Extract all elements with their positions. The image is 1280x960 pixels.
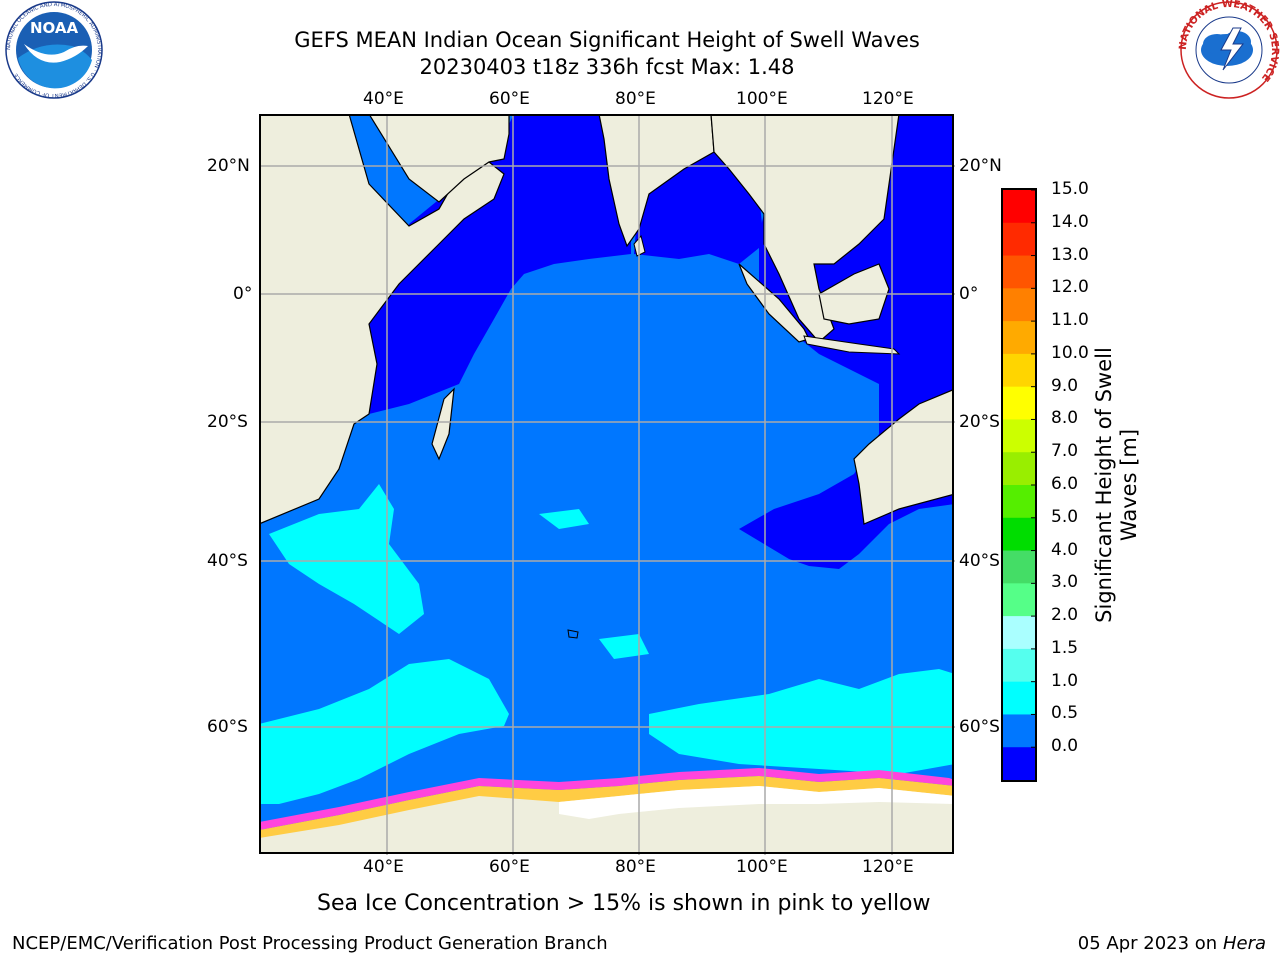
lon-label-top-120e: 120°E [862,89,914,109]
sea-ice-yellow-band [260,776,953,838]
lat-label-right-20s: 20°S [959,412,1000,432]
lon-label-top-100e: 100°E [736,89,788,109]
map-panel [259,114,955,855]
map-frame [259,114,954,854]
nws-logo: NATIONAL WEATHER SERVICE [1178,0,1280,99]
colorbar-tick-label: 1.0 [1051,670,1079,691]
lon-label-bottom-80e: 80°E [615,857,656,877]
chart-title-line1: GEFS MEAN Indian Ocean Significant Heigh… [294,28,920,52]
swell-0-0.5-arabian-sea [354,115,639,424]
colorbar-band [1003,190,1035,224]
colorbar-band [1003,714,1035,748]
madagascar-land [431,387,455,461]
colorbar-tick-label: 5.0 [1051,506,1079,527]
colorbar-tick-label: 0.0 [1051,736,1079,757]
lon-label-bottom-100e: 100°E [736,857,788,877]
footer-machine: Hera [1222,933,1266,954]
lat-label-right-20n: 20°N [959,156,1002,176]
lon-label-top-80e: 80°E [615,89,656,109]
sea-ice-white [559,786,953,819]
southeast-asia-land [710,115,900,343]
lat-label-left-60s: 60°S [207,717,248,737]
lat-label-left-20n: 20°N [207,156,250,176]
noaa-logo-text: NOAA [30,19,79,37]
footer-date: 05 Apr 2023 on [1077,933,1223,954]
lon-label-bottom-60e: 60°E [489,857,530,877]
lat-label-left-20s: 20°S [207,412,248,432]
swell-1.0-1.5-central-patch [539,509,589,529]
colorbar-band [1003,681,1035,715]
chart-title-line2: 20230403 t18z 336h fcst Max: 1.48 [419,55,795,79]
colorbar-tick-label: 10.0 [1051,342,1089,363]
lon-label-bottom-40e: 40°E [363,857,404,877]
java-land [803,335,901,355]
colorbar-band [1003,485,1035,519]
colorbar-band [1003,747,1035,781]
swell-1.0-1.5-southwest [269,484,424,634]
colorbar-band [1003,255,1035,289]
lat-label-right-0: 0° [959,284,979,304]
sea-ice-note: Sea Ice Concentration > 15% is shown in … [317,891,931,916]
colorbar [1001,188,1037,782]
colorbar-band [1003,321,1035,355]
footer-right: 05 Apr 2023 on Hera [1078,933,1266,954]
colorbar-tick-label: 1.5 [1051,637,1079,658]
sumatra-land [738,263,810,343]
colorbar-tick-label: 8.0 [1051,408,1079,429]
lon-label-top-60e: 60°E [489,89,530,109]
colorbar-tick-label: 2.0 [1051,605,1079,626]
colorbar-tick-label: 12.0 [1051,277,1089,298]
colorbar-tick-label: 7.0 [1051,441,1079,462]
colorbar-band [1003,517,1035,552]
colorbar-band [1003,550,1035,584]
colorbar-tick-label: 6.0 [1051,474,1079,494]
colorbar-title-text: Significant Height of Swell Waves [m] [1092,347,1141,623]
lat-label-right-40s: 40°S [959,551,1000,571]
kerguelen-island [567,629,579,639]
noaa-logo: NOAA NATIONAL OCEANIC AND ATMOSPHERIC AD… [5,1,103,99]
australia-land [853,389,953,525]
colorbar-tick-label: 15.0 [1051,179,1089,199]
colorbar-band [1003,583,1035,617]
colorbar-band [1003,222,1035,257]
colorbar-band [1003,386,1035,420]
lat-label-left-0: 0° [233,284,253,304]
colorbar-band [1003,419,1035,453]
colorbar-band [1003,452,1035,486]
colorbar-tick-label: 13.0 [1051,244,1089,265]
colorbar-tick-label: 3.0 [1051,572,1079,593]
colorbar-tick-label: 14.0 [1051,211,1089,232]
colorbar-band [1003,616,1035,650]
sea-ice-pink-band [260,768,953,830]
colorbar-band [1003,648,1035,683]
swell-1.0-1.5-south-band [260,659,509,804]
swell-1.0-1.5-southeast-band [649,669,953,774]
colorbar-tick-label: 11.0 [1051,310,1089,331]
map-gridlines [259,114,955,855]
lat-label-right-60s: 60°S [959,717,1000,737]
colorbar-band [1003,353,1035,388]
lat-label-left-40s: 40°S [207,551,248,571]
swell-1.0-1.5-patch-2 [599,634,649,659]
lon-label-top-40e: 40°E [363,89,404,109]
lon-label-bottom-120e: 120°E [862,857,914,877]
colorbar-tick-label: 4.0 [1051,539,1079,560]
colorbar-tick-label: 0.5 [1051,703,1079,724]
arabia-land [368,115,510,203]
colorbar-tick-label: 9.0 [1051,375,1079,396]
footer-left: NCEP/EMC/Verification Post Processing Pr… [12,933,608,954]
colorbar-band [1003,288,1035,322]
